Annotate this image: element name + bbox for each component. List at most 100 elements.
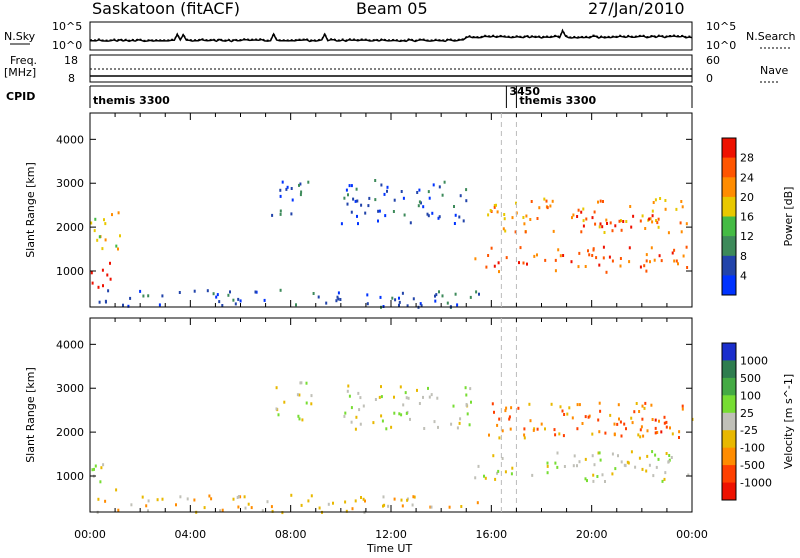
data-cell	[93, 229, 96, 233]
data-cell	[562, 254, 565, 257]
data-cell	[406, 498, 409, 502]
data-cell	[644, 227, 647, 230]
data-cell	[347, 193, 349, 197]
data-cell	[432, 183, 435, 187]
data-cell	[93, 467, 95, 471]
data-cell	[385, 427, 388, 431]
data-cell	[104, 238, 107, 242]
freq-panel: Freq. [MHz] 18 8 60 0 Nave	[4, 54, 788, 85]
colorbar-frame	[721, 342, 737, 501]
data-cell	[409, 221, 412, 225]
data-cell	[127, 304, 130, 308]
data-cell	[339, 298, 342, 301]
data-cell	[317, 295, 320, 299]
data-cell	[514, 230, 517, 234]
data-cell	[147, 499, 150, 503]
velocity-panel: 1000 2000 3000 4000 Slant Range [km] 1000 500 1…	[24, 317, 795, 515]
data-cell	[232, 298, 235, 302]
data-cell	[649, 260, 651, 264]
data-cell	[420, 201, 422, 205]
data-cell	[399, 385, 402, 389]
freq-label: Freq.	[10, 54, 37, 67]
data-cell	[528, 402, 531, 406]
data-cell	[99, 480, 102, 484]
data-cell	[94, 217, 97, 221]
data-cell	[559, 405, 562, 409]
data-cell	[635, 402, 638, 405]
data-cell	[359, 422, 362, 426]
data-cell	[464, 386, 467, 390]
data-cell	[390, 425, 393, 429]
data-cell	[346, 389, 349, 393]
data-cell	[657, 217, 660, 221]
data-cell	[655, 465, 658, 469]
data-cell	[549, 204, 552, 208]
data-cell	[497, 469, 500, 473]
data-cell	[620, 219, 622, 223]
data-cell	[637, 433, 640, 437]
data-cell	[525, 214, 528, 218]
data-cell	[598, 225, 601, 229]
data-cell	[524, 230, 527, 234]
data-cell	[305, 381, 308, 385]
data-cell	[346, 202, 349, 206]
data-cell	[654, 453, 657, 457]
data-cell	[587, 249, 589, 253]
data-cell	[465, 403, 468, 406]
data-cell	[407, 396, 410, 400]
data-cell	[484, 476, 487, 480]
data-cell	[611, 452, 614, 456]
data-cell	[450, 422, 453, 426]
data-cell	[119, 234, 121, 238]
data-cell	[591, 216, 594, 220]
data-cell	[243, 495, 246, 499]
data-cell	[94, 464, 97, 468]
data-cell	[398, 296, 400, 300]
data-cell	[613, 432, 616, 436]
data-cell	[681, 205, 684, 209]
data-cell	[496, 423, 499, 427]
data-cell	[503, 213, 506, 216]
data-cell	[364, 499, 366, 503]
data-cell	[619, 257, 622, 260]
data-cell	[254, 290, 257, 294]
data-cell	[571, 216, 573, 220]
data-cell	[348, 394, 351, 398]
data-cell	[438, 215, 441, 219]
data-cell	[345, 509, 348, 513]
data-cell	[436, 396, 439, 400]
data-cell	[687, 473, 690, 477]
data-cell	[529, 419, 532, 423]
time-tick-label: 04:00	[174, 528, 206, 541]
data-cell	[584, 477, 587, 481]
data-cell	[620, 460, 623, 464]
data-cell	[401, 291, 404, 295]
data-cell	[409, 417, 411, 421]
data-cell	[578, 251, 581, 255]
data-cell	[350, 420, 353, 424]
data-cell	[97, 497, 100, 501]
noise-search-line	[90, 28, 693, 42]
data-cell	[232, 497, 235, 501]
data-cell	[378, 395, 381, 399]
data-cell	[360, 496, 362, 499]
data-cell	[680, 230, 683, 234]
data-cell	[229, 290, 231, 294]
data-cell	[663, 421, 666, 425]
data-cell	[406, 304, 409, 308]
data-cell	[678, 430, 681, 434]
data-cell	[393, 497, 396, 501]
colorbar-segment	[722, 196, 736, 217]
data-cell	[300, 503, 303, 507]
data-cell	[597, 418, 600, 422]
data-cell	[453, 222, 456, 225]
data-cell	[102, 463, 105, 467]
data-cell	[658, 254, 661, 258]
data-cell	[466, 412, 469, 416]
time-tick-label: 16:00	[475, 528, 507, 541]
data-cell	[275, 386, 278, 390]
data-cell	[291, 198, 294, 202]
data-cell	[504, 229, 507, 233]
data-cell	[115, 244, 118, 248]
data-cell	[266, 500, 269, 504]
